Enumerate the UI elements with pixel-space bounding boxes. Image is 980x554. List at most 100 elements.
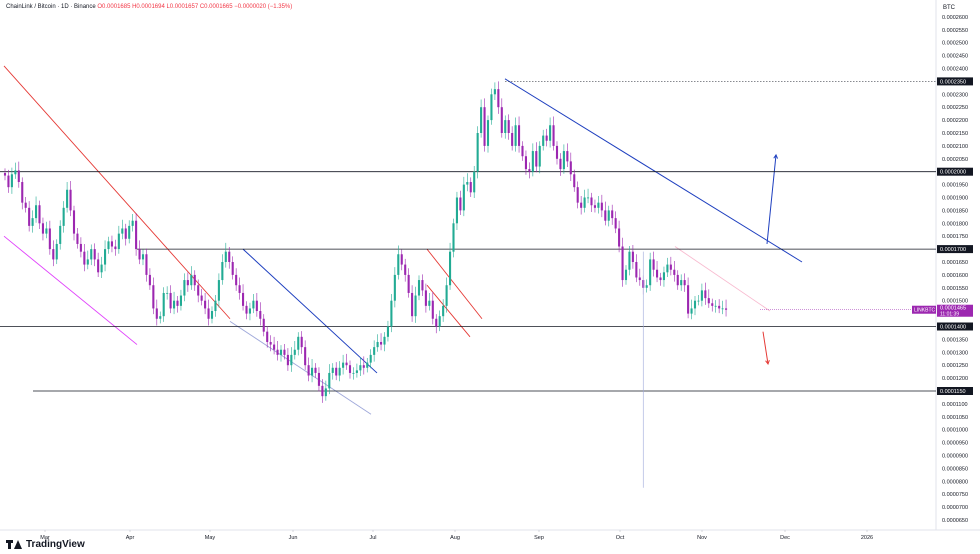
candle-body (659, 277, 662, 281)
candle-body (55, 243, 58, 260)
price-level-tag (937, 167, 973, 176)
candle-body (583, 197, 586, 208)
candle-body (155, 308, 158, 319)
x-tick-label: May (205, 535, 216, 541)
candle-body (593, 205, 596, 208)
candle-body (693, 300, 697, 309)
candle-body (683, 280, 686, 286)
candle-body (35, 205, 38, 219)
candle-body (562, 151, 565, 170)
candle-body (135, 220, 138, 250)
candle-body (604, 210, 607, 221)
symbol-tag-label: LINKBTC (914, 308, 936, 314)
last-price-value: 0.0001465 (940, 306, 966, 312)
candle-body (293, 349, 296, 355)
candle-body (497, 89, 500, 108)
tradingview-logo[interactable]: TradingView (6, 539, 85, 550)
candle-body (445, 285, 448, 306)
candle-body (331, 367, 334, 373)
y-tick-label: 0.0001550 (942, 286, 968, 292)
candle-body (628, 251, 631, 270)
ohlc-high: H0.0001694 (132, 4, 165, 10)
y-tick-label: 0.0002400 (942, 67, 968, 73)
candle-body (124, 228, 127, 239)
candle-body (269, 341, 272, 345)
candle-body (476, 133, 479, 172)
candle-body (645, 285, 648, 288)
candle-body (438, 316, 441, 327)
candle-body (28, 207, 31, 226)
y-tick-label: 0.0002550 (942, 28, 968, 34)
candle-body (569, 161, 572, 175)
candle-body (656, 269, 659, 278)
blue-major-downtrend-line (504, 78, 803, 263)
candlesticks (3, 81, 728, 488)
light-blue-channel-line (229, 320, 372, 415)
y-tick-label: 0.0000650 (942, 518, 968, 524)
candle-body (473, 171, 476, 193)
time-axis[interactable]: Mar Apr May Jun Jul Aug Sep Oct Nov Dec 2026 (40, 530, 873, 541)
y-tick-label: 0.0001750 (942, 234, 968, 240)
price-level-label: 0.0001150 (940, 389, 966, 395)
candle-body (335, 367, 338, 376)
candle-body (207, 308, 210, 319)
arrow-shaft (766, 154, 777, 244)
candle-body (242, 292, 245, 306)
symbol-name[interactable]: ChainLink / Bitcoin · 1D · Binance (6, 4, 96, 10)
candle-body (104, 249, 107, 265)
candle-body (255, 300, 258, 312)
x-tick-label: Dec (780, 535, 790, 541)
candle-body (100, 264, 103, 273)
candle-body (217, 280, 220, 301)
candle-body (687, 285, 690, 314)
candle-body (518, 125, 521, 146)
candle-body (324, 388, 327, 397)
candle-body (304, 347, 307, 366)
y-tick-label: 0.0001000 (942, 428, 968, 434)
y-tick-label: 0.0001350 (942, 337, 968, 343)
candle-body (673, 269, 676, 275)
candle-body (607, 210, 610, 221)
x-tick-label: Mar (40, 535, 50, 541)
candle-body (66, 189, 69, 208)
candle-body (614, 218, 617, 229)
price-level-tag (937, 245, 973, 254)
candle-body (238, 285, 241, 293)
candle-body (386, 326, 389, 337)
candle-body (707, 298, 710, 304)
candle-body (428, 300, 431, 306)
price-axis[interactable]: 0.0002600 0.0002550 0.0002500 0.0002450 0.00… (942, 15, 968, 524)
candle-body (538, 145, 541, 167)
y-tick-label: 0.0001950 (942, 183, 968, 189)
last-price-tag (937, 304, 973, 317)
y-tick-label: 0.0001050 (942, 415, 968, 421)
candle-body (552, 125, 555, 146)
price-level-label: 0.0001700 (940, 247, 966, 253)
candle-body (493, 89, 496, 95)
candle-body (183, 280, 186, 296)
arrow-shaft (762, 331, 769, 364)
candle-body (266, 331, 269, 342)
candle-body (169, 292, 172, 309)
y-tick-label: 0.0002500 (942, 41, 968, 47)
red-flag-bottom-line (426, 284, 471, 338)
x-tick-label: Sep (534, 535, 544, 541)
candle-body (697, 300, 700, 302)
candle-body (128, 225, 131, 239)
candle-body (404, 264, 407, 275)
candle-body (93, 249, 96, 260)
candle-body (152, 285, 155, 309)
candle-body (321, 385, 324, 397)
candle-body (400, 254, 403, 265)
ohlc-open: O0.0001685 (97, 4, 131, 10)
y-tick-label: 0.0001250 (942, 363, 968, 369)
candle-body (631, 251, 634, 262)
candle-body (297, 336, 300, 350)
x-tick-label: Jun (289, 535, 298, 541)
candle-body (490, 94, 493, 121)
candle-body (262, 318, 265, 332)
candle-body (452, 223, 455, 252)
y-tick-label: 0.0000700 (942, 505, 968, 511)
candle-body (117, 233, 120, 250)
